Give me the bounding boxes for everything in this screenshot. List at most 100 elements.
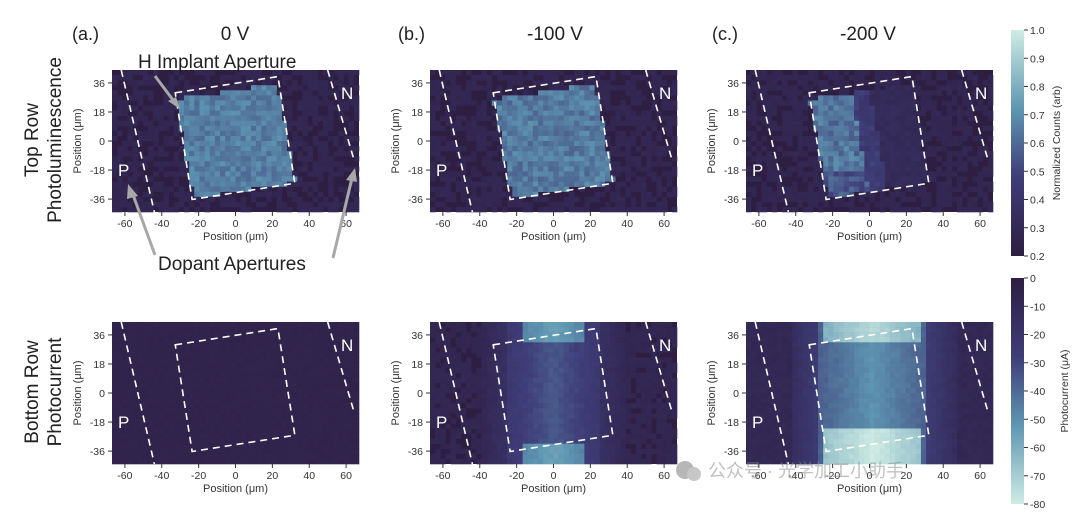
- heatmap-cell: [168, 347, 175, 353]
- heatmap-cell: [261, 453, 267, 460]
- heatmap-cell: [220, 171, 226, 177]
- heatmap-cell: [900, 171, 906, 177]
- n-region-label: N: [341, 84, 353, 103]
- heatmap-cell: [507, 428, 513, 434]
- heatmap-cell: [117, 438, 123, 445]
- heatmap-cell: [225, 181, 231, 187]
- heatmap-cell: [435, 322, 441, 328]
- heatmap-cell: [286, 357, 293, 363]
- heatmap-cell: [137, 171, 144, 177]
- heatmap-cell: [527, 322, 534, 328]
- heatmap-cell: [812, 201, 819, 208]
- heatmap-cell: [460, 100, 467, 106]
- heatmap-cell: [240, 156, 247, 162]
- heatmap-cell: [915, 186, 922, 193]
- heatmap-cell: [333, 367, 339, 374]
- heatmap-cell: [209, 433, 216, 439]
- heatmap-cell: [579, 95, 585, 101]
- heatmap-cell: [766, 196, 773, 203]
- heatmap-cell: [122, 110, 128, 116]
- heatmap-cell: [122, 372, 128, 379]
- heatmap-cell: [481, 413, 487, 419]
- y-tick-label: -36: [90, 446, 105, 458]
- heatmap-cell: [127, 372, 133, 379]
- heatmap-cell: [574, 151, 580, 157]
- heatmap-cell: [276, 403, 283, 409]
- heatmap-cell: [194, 156, 200, 162]
- heatmap-cell: [276, 151, 283, 157]
- heatmap-cell: [558, 130, 565, 137]
- heatmap-cell: [184, 362, 190, 368]
- heatmap-cell: [471, 382, 477, 389]
- heatmap-cell: [620, 130, 626, 137]
- heatmap-cell: [481, 196, 487, 203]
- y-tick-label: 18: [727, 107, 739, 119]
- heatmap-cell: [502, 105, 508, 111]
- heatmap-cell: [112, 120, 118, 127]
- heatmap-cell: [671, 135, 678, 142]
- heatmap-cell: [553, 186, 559, 193]
- heatmap-cell: [343, 372, 350, 379]
- heatmap-cell: [512, 105, 518, 111]
- heatmap-cell: [625, 206, 631, 213]
- heatmap-cell: [178, 115, 185, 122]
- heatmap-cell: [333, 453, 339, 460]
- heatmap-cell: [230, 347, 236, 353]
- heatmap-cell: [214, 135, 221, 142]
- heatmap-cell: [178, 95, 185, 101]
- heatmap-cell: [271, 337, 277, 343]
- heatmap-cell: [312, 352, 319, 358]
- heatmap-cell: [286, 398, 293, 404]
- column-title-100v: -100 V: [527, 24, 583, 45]
- heatmap-cell: [502, 458, 508, 465]
- heatmap-cell: [348, 453, 355, 460]
- heatmap-cell: [302, 156, 308, 162]
- heatmap-cell: [833, 80, 839, 86]
- heatmap-cell: [823, 85, 829, 91]
- heatmap-cell: [640, 181, 647, 187]
- heatmap-cell: [338, 403, 344, 409]
- heatmap-cell: [838, 171, 845, 177]
- heatmap-cell: [348, 125, 355, 132]
- heatmap-cell: [548, 120, 554, 127]
- heatmap-cell: [292, 347, 298, 353]
- heatmap-cell: [527, 110, 534, 116]
- heatmap-cell: [297, 337, 303, 343]
- heatmap-cell: [328, 120, 334, 127]
- heatmap-cell: [792, 125, 798, 132]
- heatmap-cell: [527, 387, 534, 394]
- heatmap-cell: [931, 105, 937, 111]
- heatmap-cell: [471, 322, 477, 328]
- heatmap-cell: [184, 327, 190, 333]
- heatmap-cell: [522, 327, 529, 333]
- heatmap-cell: [112, 357, 118, 363]
- heatmap-cell: [245, 398, 252, 404]
- heatmap-cell: [833, 115, 839, 122]
- heatmap-cell: [476, 130, 482, 137]
- heatmap-cell: [271, 362, 277, 368]
- heatmap-cell: [823, 201, 829, 208]
- heatmap-cell: [879, 95, 886, 101]
- heatmap-cell: [450, 347, 457, 353]
- heatmap-cell: [879, 161, 886, 167]
- heatmap-cell: [848, 141, 855, 147]
- heatmap-cell: [936, 166, 942, 172]
- heatmap-cell: [240, 362, 247, 368]
- heatmap-cell: [317, 403, 324, 409]
- heatmap-cell: [328, 171, 334, 177]
- heatmap-cell: [292, 80, 298, 86]
- heatmap-cell: [920, 125, 927, 132]
- heatmap-cell: [538, 443, 544, 450]
- heatmap-cell: [828, 166, 834, 172]
- heatmap-cell: [225, 115, 231, 122]
- heatmap-cell: [466, 206, 472, 213]
- heatmap-cell: [338, 423, 344, 429]
- heatmap-cell: [333, 372, 339, 379]
- heatmap-cell: [512, 448, 518, 455]
- heatmap-cell: [776, 85, 783, 91]
- heatmap-cell: [184, 387, 190, 394]
- heatmap-cell: [153, 105, 159, 111]
- heatmap-cell: [312, 357, 319, 363]
- heatmap-cell: [946, 141, 953, 147]
